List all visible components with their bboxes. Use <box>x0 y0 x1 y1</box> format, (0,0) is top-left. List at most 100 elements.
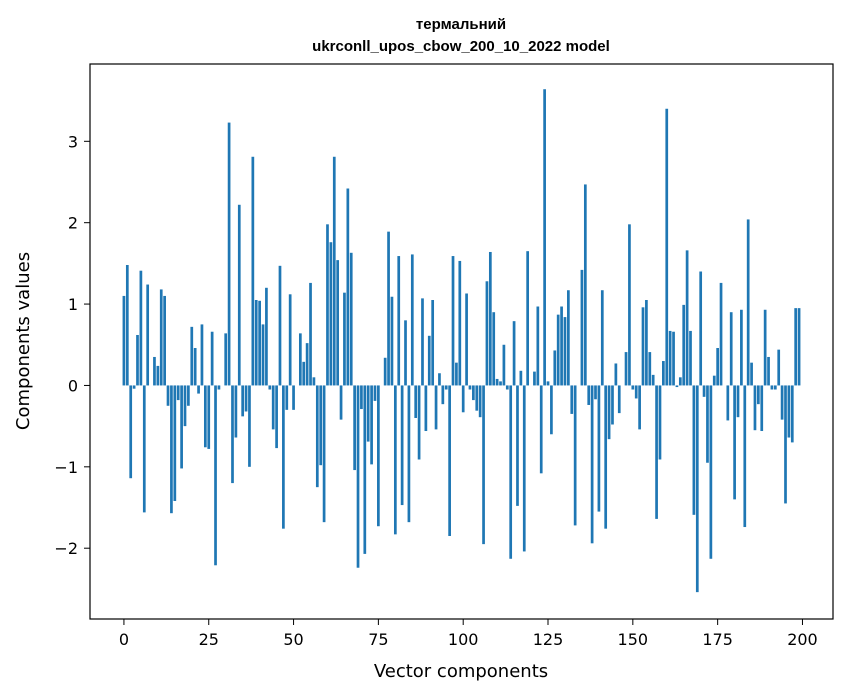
bar <box>207 385 211 449</box>
y-axis-label: Components values <box>13 252 34 430</box>
bar <box>132 385 136 389</box>
bar <box>400 385 404 506</box>
bar <box>261 324 265 386</box>
bar <box>482 385 485 545</box>
bar <box>438 373 441 386</box>
bar <box>407 385 411 523</box>
y-tick-label: −2 <box>54 539 78 558</box>
bar <box>203 385 207 448</box>
bar <box>750 362 753 386</box>
bar <box>685 250 689 386</box>
bar <box>495 378 499 386</box>
bar <box>329 242 333 386</box>
bar <box>444 385 448 390</box>
bar <box>587 385 591 405</box>
bar <box>288 294 292 386</box>
bar <box>746 219 750 386</box>
bar <box>343 292 346 386</box>
y-tick-label: 2 <box>68 214 78 233</box>
bar <box>505 385 509 390</box>
y-tick-label: −1 <box>54 458 78 477</box>
bar <box>594 385 597 400</box>
chart-title-line1: термальний <box>416 16 506 33</box>
bar <box>424 385 428 432</box>
bar <box>231 385 234 484</box>
bar <box>509 385 513 559</box>
bar <box>478 385 482 418</box>
bar <box>522 385 526 552</box>
bar <box>458 260 462 386</box>
bar <box>224 333 228 386</box>
bar <box>190 326 194 386</box>
bar <box>655 385 658 519</box>
bar <box>560 306 563 386</box>
bar <box>244 385 248 412</box>
bar <box>757 385 760 405</box>
bar <box>600 290 604 386</box>
bar <box>332 156 336 386</box>
bar <box>611 385 614 425</box>
bar <box>634 385 638 399</box>
bar <box>377 385 380 527</box>
bar <box>278 265 282 386</box>
bar <box>434 385 438 430</box>
bar <box>193 348 197 386</box>
bar <box>468 385 472 390</box>
bar <box>285 385 289 410</box>
bar <box>488 251 492 386</box>
x-tick-label: 0 <box>119 630 129 649</box>
bar <box>370 385 373 465</box>
bar <box>658 385 662 460</box>
bar <box>590 385 594 544</box>
bar <box>268 385 272 390</box>
bar <box>512 321 516 386</box>
bar <box>421 298 424 386</box>
bar <box>726 385 730 421</box>
y-axis-ticks: −2 −1 0 1 2 3 <box>54 132 90 558</box>
bar <box>302 361 306 386</box>
bar <box>536 306 540 386</box>
x-axis-ticks: 0 25 50 75 100 125 150 175 200 <box>119 619 818 649</box>
bar <box>373 385 377 401</box>
bar <box>695 385 699 593</box>
bar <box>665 108 669 386</box>
bar <box>682 304 686 386</box>
bar <box>699 271 703 386</box>
bar <box>431 300 435 386</box>
bar <box>763 309 767 386</box>
bar <box>251 156 255 386</box>
bar <box>125 265 129 386</box>
bar <box>292 385 295 410</box>
bar <box>753 385 757 431</box>
bar <box>346 188 350 386</box>
bar <box>492 312 496 386</box>
bar <box>455 362 458 386</box>
bar <box>258 300 261 386</box>
bar <box>312 377 316 386</box>
bar <box>241 385 245 417</box>
bar <box>298 333 302 386</box>
bar <box>516 385 519 506</box>
x-tick-label: 50 <box>283 630 303 649</box>
bar <box>390 296 394 386</box>
x-tick-label: 175 <box>702 630 733 649</box>
bar <box>360 385 363 410</box>
bar <box>410 254 414 386</box>
bar <box>322 385 326 523</box>
bar <box>526 251 530 386</box>
bar <box>465 293 468 386</box>
bar <box>271 385 275 430</box>
bar <box>122 295 126 386</box>
bar <box>176 385 180 401</box>
bar <box>709 385 713 559</box>
bar <box>797 308 801 386</box>
bar <box>563 317 567 386</box>
bar <box>136 334 139 386</box>
bar <box>583 184 587 386</box>
bar <box>210 331 214 386</box>
bar <box>475 385 479 411</box>
bar <box>153 356 156 386</box>
bar <box>648 352 652 386</box>
bar <box>760 385 764 432</box>
bars-group <box>122 89 801 593</box>
